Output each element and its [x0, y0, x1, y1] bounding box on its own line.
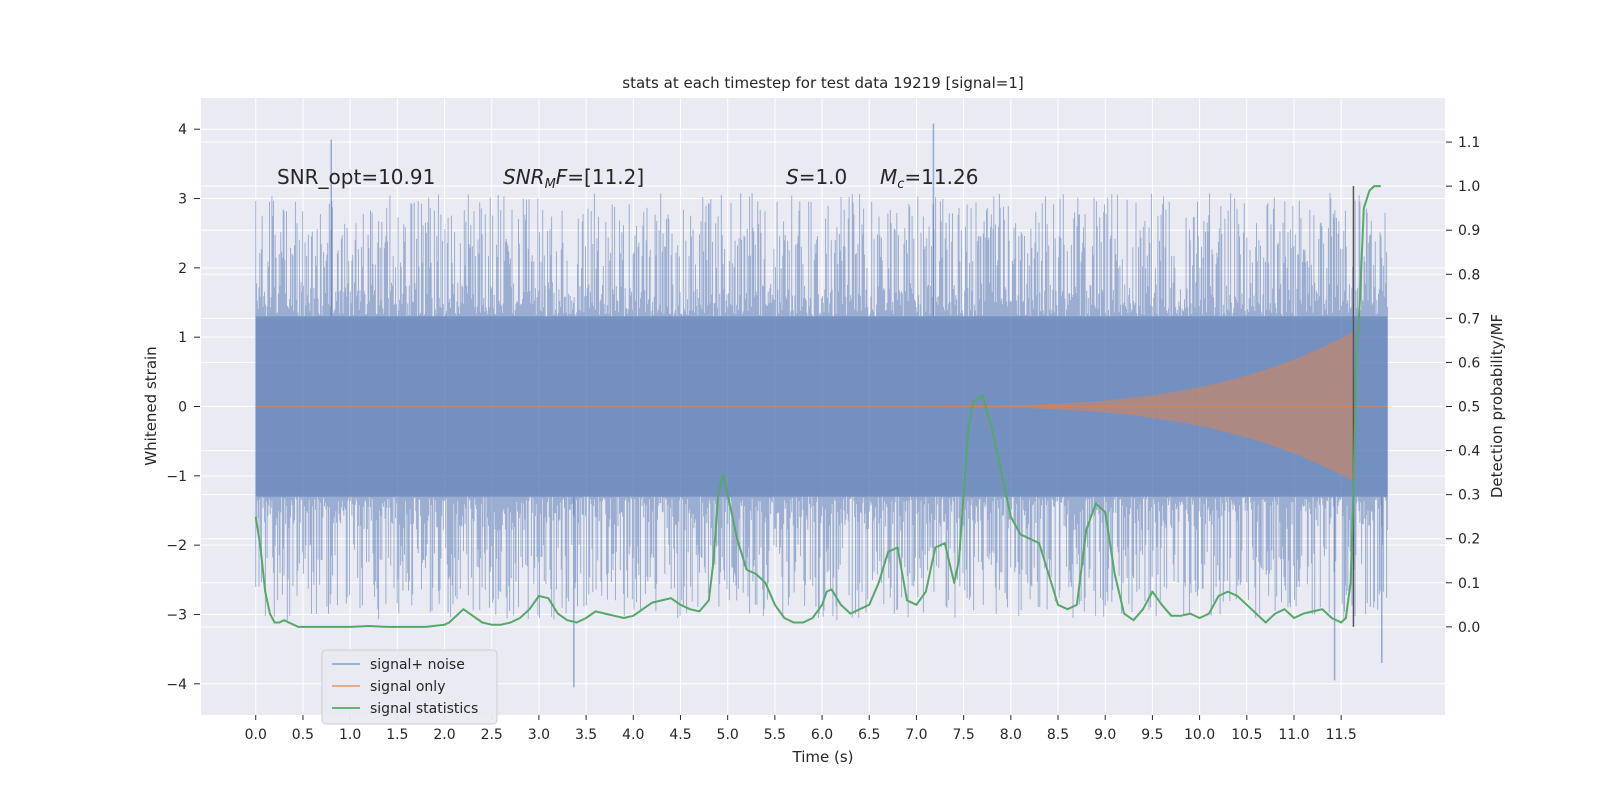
y2-tick-label: 0.3: [1458, 488, 1480, 504]
legend-label-signal: signal only: [370, 679, 445, 695]
y2-tick-label: 0.9: [1458, 223, 1480, 239]
x-tick-label: 4.5: [669, 727, 691, 743]
x-tick-label: 2.5: [481, 727, 503, 743]
x-axis-label: Time (s): [792, 748, 854, 766]
y-tick-label: −1: [166, 469, 187, 485]
legend-label-stats: signal statistics: [370, 701, 478, 717]
x-tick-label: 7.0: [905, 727, 927, 743]
x-tick-label: 4.0: [622, 727, 644, 743]
y-tick-label: 0: [178, 400, 187, 416]
x-tick-label: 11.5: [1326, 727, 1357, 743]
legend-label-noise: signal+ noise: [370, 657, 465, 673]
y2-tick-label: 1.1: [1458, 135, 1480, 151]
x-tick-label: 10.0: [1184, 727, 1215, 743]
x-tick-label: 7.5: [953, 727, 975, 743]
y-axis-label: Whitened strain: [142, 346, 160, 465]
stats-line: [254, 185, 1381, 628]
y-tick-label: 1: [178, 330, 187, 346]
signal-only-series: [255, 331, 1388, 482]
y-axis-ticks: 4 3 2 1 0 −1 −2 −3 −4: [166, 122, 200, 693]
annotation-snr-mf: SNRMF=[11.2]: [503, 165, 644, 192]
x-tick-label: 11.0: [1278, 727, 1309, 743]
y-tick-label: 3: [178, 192, 187, 208]
x-tick-label: 2.0: [433, 727, 455, 743]
y2-tick-label: 0.0: [1458, 620, 1480, 636]
y-tick-label: −2: [166, 538, 187, 554]
x-tick-label: 10.5: [1231, 727, 1262, 743]
y2-tick-label: 0.2: [1458, 532, 1480, 548]
y2-axis-ticks: 1.1 1.0 0.9 0.8 0.7 0.6 0.5 0.4 0.3 0.2 0.1 0.0: [1446, 135, 1480, 636]
x-tick-label: 0.0: [245, 727, 267, 743]
y2-axis-label: Detection probability/MF: [1488, 314, 1506, 498]
y2-tick-label: 0.6: [1458, 355, 1480, 371]
annotation-mc: Mc=11.26: [880, 165, 978, 192]
x-tick-label: 3.5: [575, 727, 597, 743]
annotation-snr-opt: SNR_opt=10.91: [277, 165, 435, 189]
signal-statistics-series: [254, 185, 1381, 628]
x-tick-label: 6.0: [811, 727, 833, 743]
y2-tick-label: 1.0: [1458, 179, 1480, 195]
y2-tick-label: 0.7: [1458, 311, 1480, 327]
x-tick-label: 5.0: [717, 727, 739, 743]
y2-tick-label: 0.1: [1458, 576, 1480, 592]
legend-box: [321, 649, 498, 725]
y-tick-label: 2: [178, 261, 187, 277]
y-tick-label: −4: [166, 677, 187, 693]
chart-title: stats at each timestep for test data 192…: [622, 74, 1023, 92]
legend: signal+ noise signal only signal statist…: [321, 649, 498, 725]
y2-tick-label: 0.4: [1458, 444, 1480, 460]
y2-tick-label: 0.5: [1458, 400, 1480, 416]
y-tick-label: −3: [166, 607, 187, 623]
x-tick-label: 6.5: [858, 727, 880, 743]
x-tick-label: 1.5: [386, 727, 408, 743]
x-tick-label: 8.5: [1047, 727, 1069, 743]
x-axis-ticks: 0.0 0.5 1.0 1.5 2.0 2.5 3.0 3.5 4.0 4.5 5.0 5.5 6.0 6…: [245, 715, 1357, 743]
x-tick-label: 8.0: [1000, 727, 1022, 743]
x-tick-label: 5.5: [764, 727, 786, 743]
y2-tick-label: 0.8: [1458, 267, 1480, 283]
x-tick-label: 9.5: [1141, 727, 1163, 743]
annotation-s: S=1.0: [786, 165, 847, 189]
x-tick-label: 9.0: [1094, 727, 1116, 743]
x-tick-label: 3.0: [528, 727, 550, 743]
y-tick-label: 4: [178, 122, 187, 138]
x-tick-label: 0.5: [292, 727, 314, 743]
x-tick-label: 1.0: [339, 727, 361, 743]
